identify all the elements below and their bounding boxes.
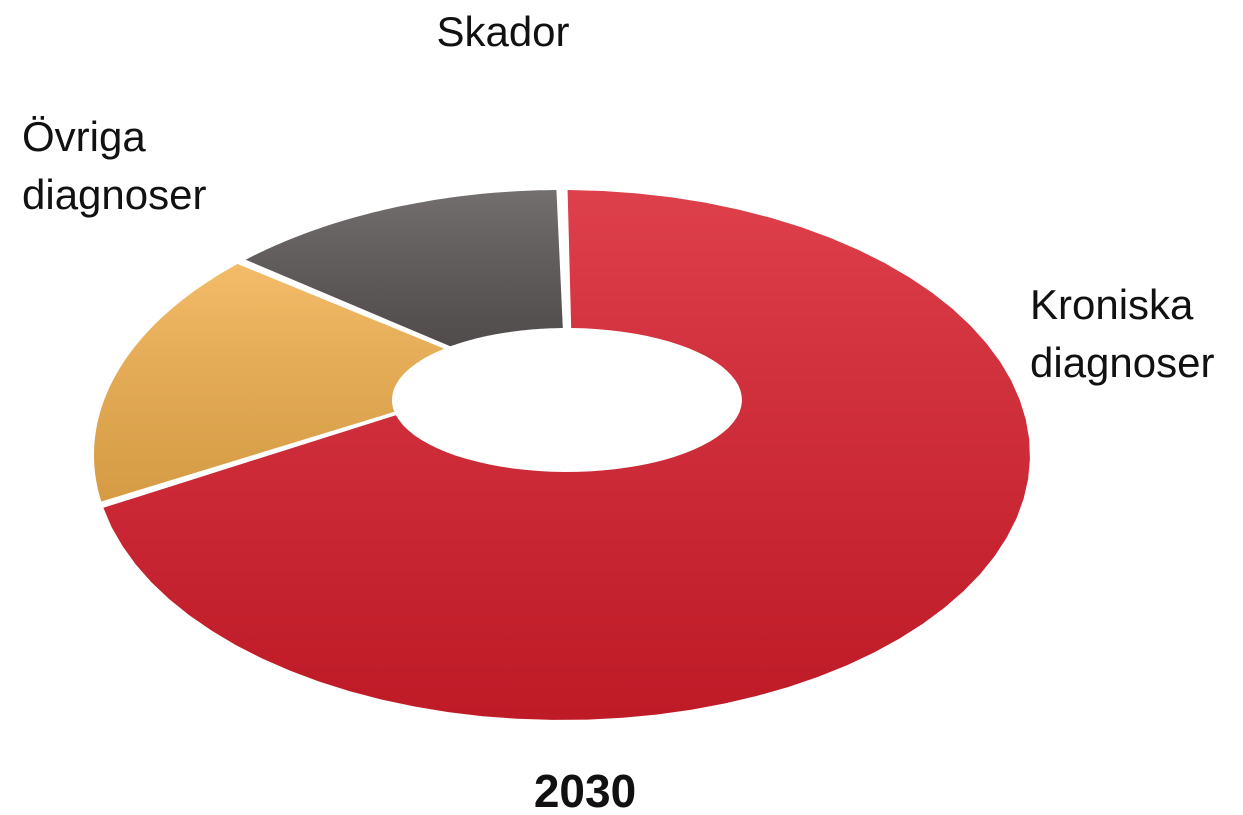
segment-label: Skador [436, 8, 569, 55]
chart-title: 2030 [534, 765, 636, 815]
chart: Skador Övrigadiagnoser Kroniskadiagnoser… [0, 0, 1243, 815]
donut [94, 190, 1030, 720]
